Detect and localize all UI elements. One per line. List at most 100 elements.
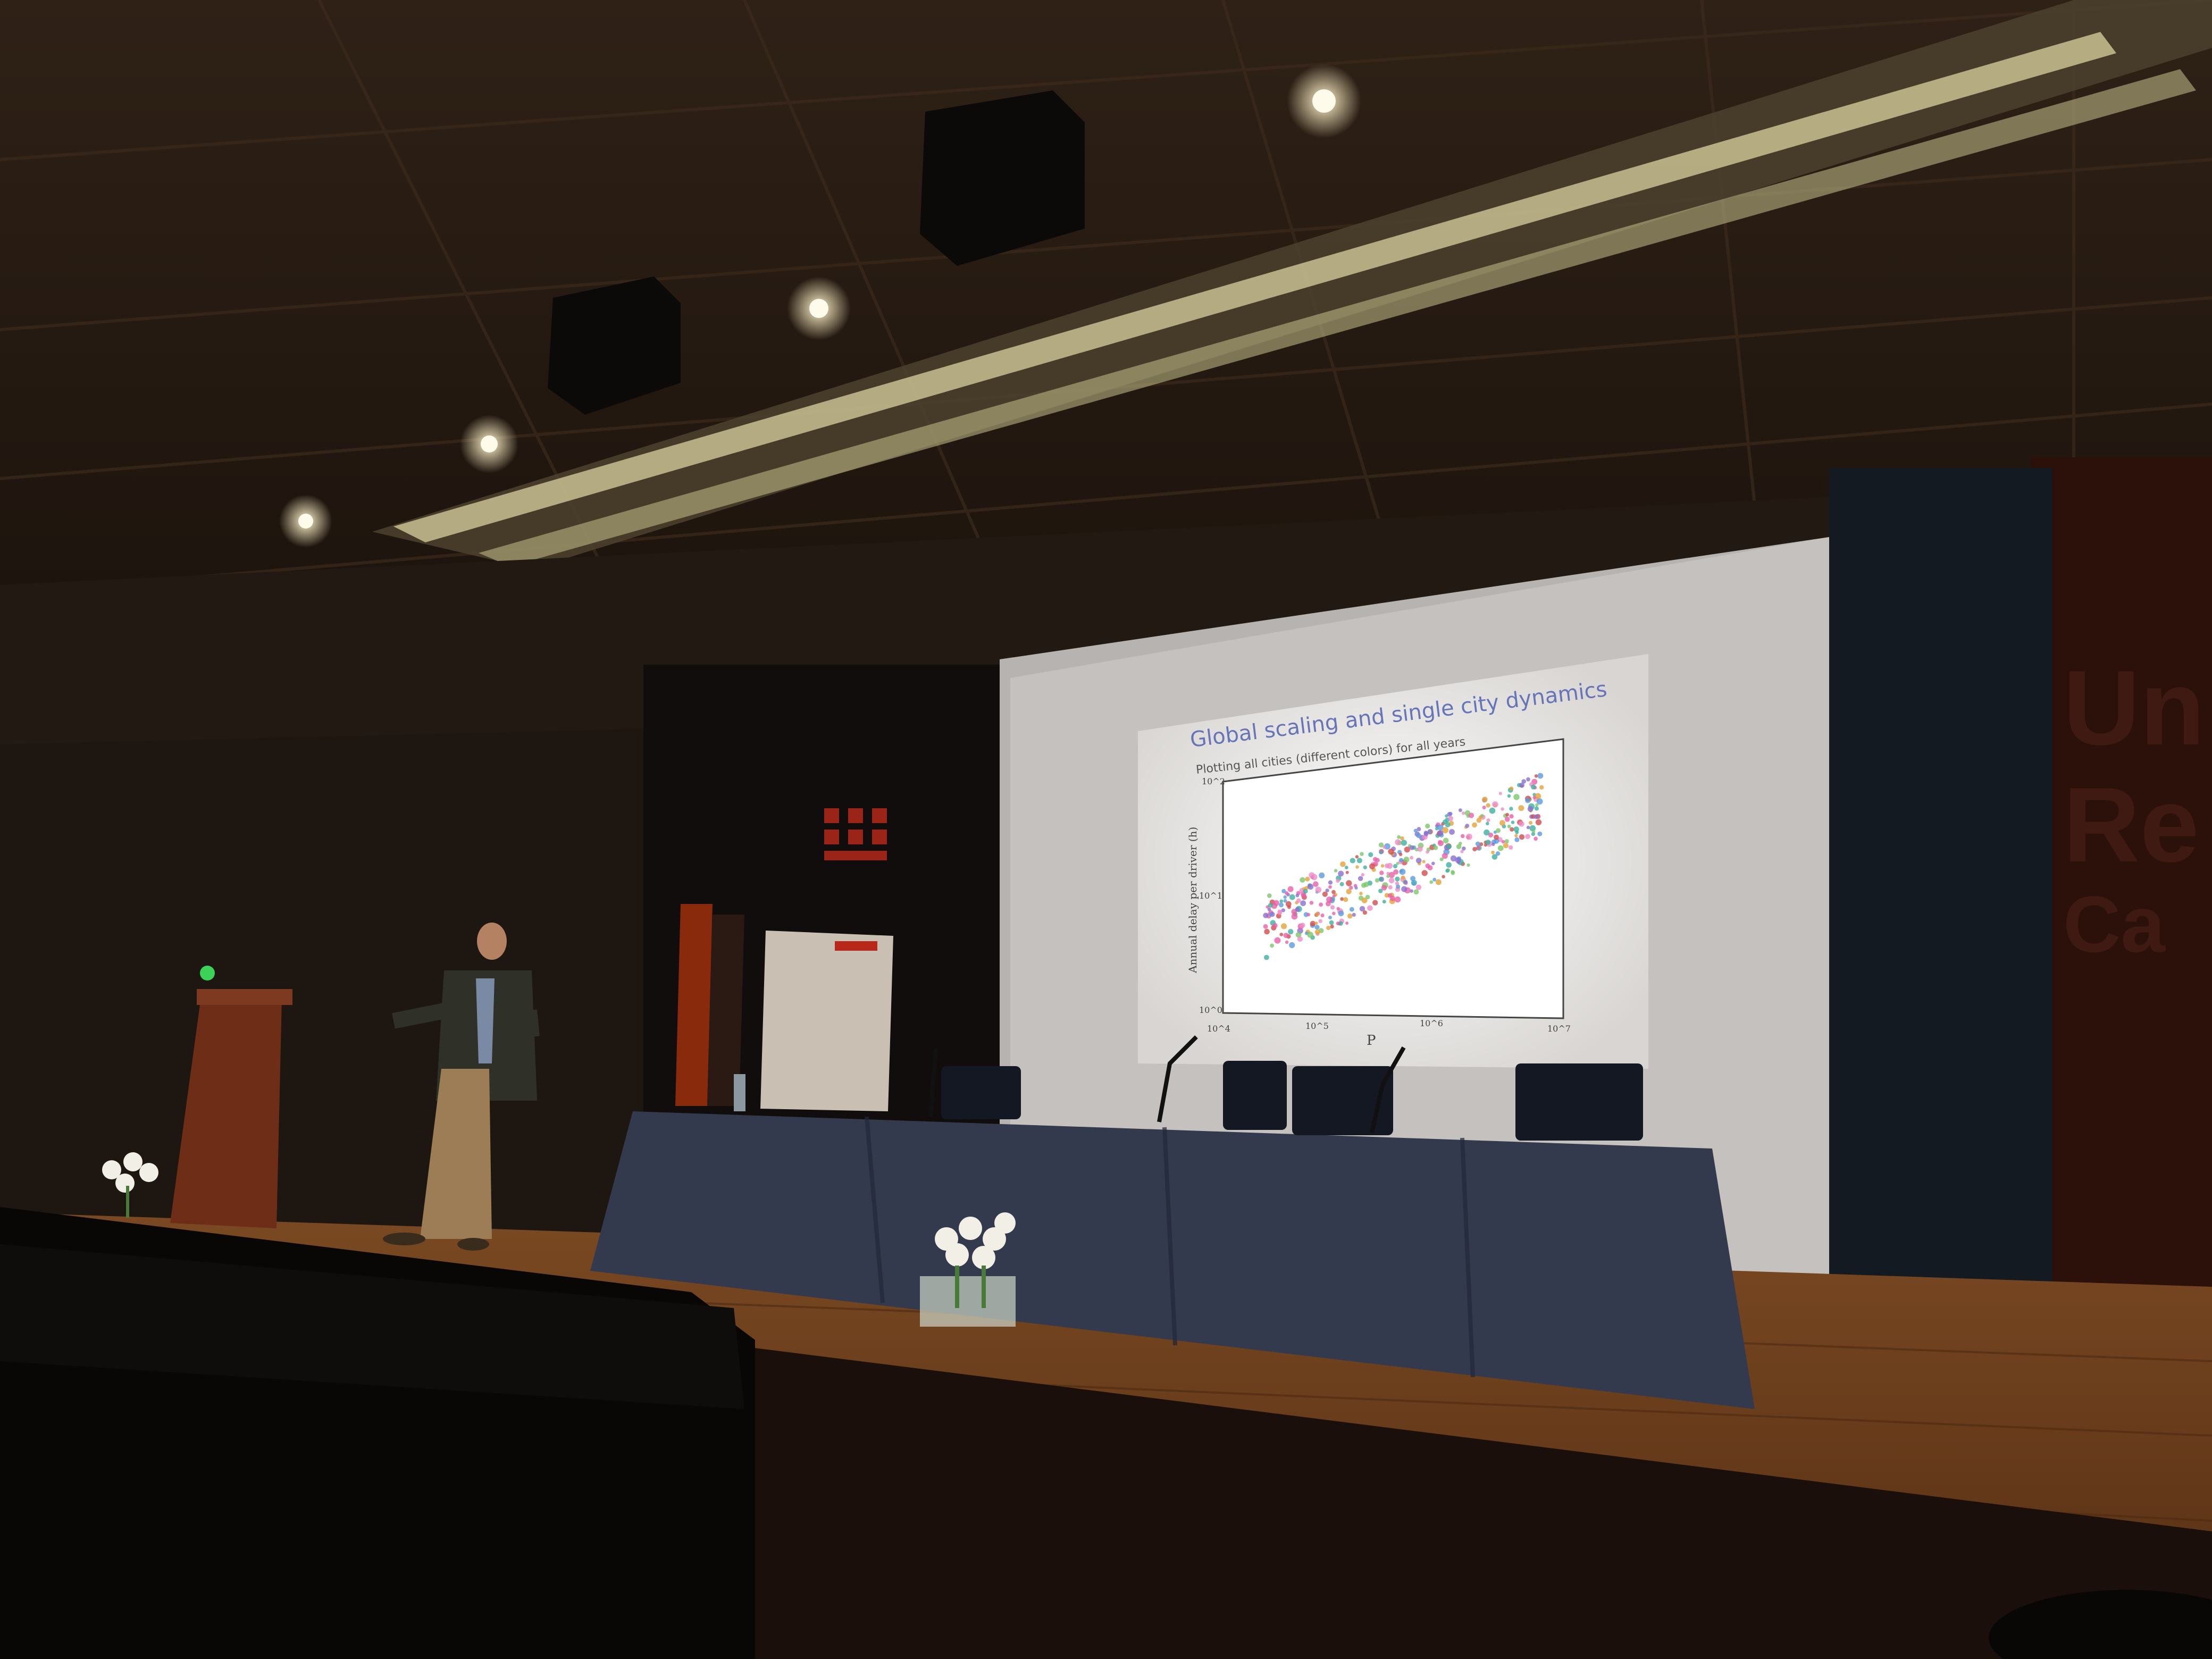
scatter-dot [1527, 806, 1534, 812]
scatter-dot [1446, 862, 1452, 868]
scatter-dot [1355, 865, 1359, 869]
plot-xtick-4: 10^7 [1547, 1024, 1571, 1034]
scatter-dot [1401, 875, 1405, 880]
scatter-dot [1344, 866, 1348, 869]
scatter-dot [1279, 933, 1284, 936]
scatter-dot [1322, 891, 1328, 897]
scatter-dot [1264, 928, 1270, 935]
scatter-dot [1514, 834, 1518, 837]
scatter-dot [1295, 893, 1300, 898]
scatter-dot [1427, 865, 1433, 870]
scatter-dot [1350, 858, 1355, 864]
scatter-dot [1315, 912, 1319, 917]
scatter-dot [1378, 842, 1384, 848]
scatter-dot [1300, 900, 1306, 907]
scatter-dot [1433, 845, 1438, 850]
flower-arrangement-small [102, 1152, 158, 1218]
wall-sign-line-1: Un [2063, 649, 2205, 767]
scatter-dot [1449, 829, 1455, 835]
plot-xlabel: P [1367, 1033, 1376, 1049]
scatter-dot [1504, 817, 1510, 822]
scatter-dot [1314, 921, 1318, 925]
scatter-dot [1442, 875, 1445, 878]
flower-arrangement [920, 1212, 1016, 1327]
scatter-dot [1379, 850, 1383, 854]
scatter-dot [1501, 807, 1504, 811]
scatter-dot [1461, 811, 1465, 815]
microphone [928, 1047, 938, 1117]
scatter-dot [1532, 795, 1536, 799]
water-bottle [734, 1074, 745, 1111]
scatter-dot [1442, 853, 1448, 859]
scatter-dot [1472, 822, 1477, 828]
scatter-dot [1336, 907, 1340, 911]
scatter-dot [1328, 880, 1333, 885]
scatter-dot [1334, 869, 1338, 873]
panel-chair [1223, 1061, 1287, 1130]
scatter-dot [1534, 774, 1538, 778]
scatter-dot [1492, 854, 1498, 860]
scatter-dot [1360, 852, 1364, 856]
scatter-dot [1505, 812, 1510, 817]
scatter-dot [1359, 892, 1363, 895]
scatter-dot [1300, 923, 1305, 928]
scatter-dot [1509, 807, 1513, 811]
plot-ylabel: Annual delay per driver (h) [1186, 827, 1199, 974]
podium-top [197, 989, 292, 1005]
scatter-dot [1263, 924, 1268, 929]
scatter-dot [1519, 821, 1524, 827]
scatter-dot [1435, 879, 1442, 885]
scatter-dot [1390, 895, 1395, 901]
scatter-dot [1388, 885, 1393, 890]
right-wall [2031, 457, 2212, 1414]
scatter-dot [1410, 856, 1414, 860]
scatter-dot [1519, 834, 1525, 840]
scatter-dot [1395, 881, 1400, 886]
scatter-dot [1336, 921, 1340, 925]
scatter-dot [1363, 865, 1367, 869]
scatter-dot [1362, 910, 1367, 915]
scatter-dot [1456, 844, 1462, 849]
scatter-dot [1343, 897, 1348, 902]
scatter-dot [1492, 801, 1498, 808]
scatter-dot [1325, 889, 1329, 893]
panel-chair [1292, 1066, 1393, 1135]
scatter-dot [1288, 929, 1294, 935]
plot-ytick-1: 10^0 [1199, 1005, 1222, 1015]
scatter-dot [1378, 889, 1383, 893]
scatter-dot [1355, 855, 1359, 859]
scatter-dot [1425, 823, 1430, 829]
scatter-dot [1306, 912, 1311, 917]
scatter-dot [1534, 814, 1539, 819]
plot-ytick-2: 10^1 [1199, 891, 1222, 901]
scatter-dot [1429, 880, 1434, 884]
scatter-dot [1468, 812, 1474, 818]
scatter-dot [1507, 794, 1511, 798]
scatter-dot [1482, 806, 1486, 810]
plot-xtick-2: 10^5 [1305, 1021, 1329, 1031]
scatter-dot [1303, 889, 1308, 894]
scatter-dot [1272, 923, 1278, 928]
scatter-dot [1328, 916, 1332, 919]
scatter-dot [1394, 896, 1401, 903]
scatter-dot [1513, 794, 1520, 800]
scatter-dot [1476, 817, 1482, 823]
scatter-dot [1435, 827, 1439, 831]
scatter-dot [1300, 877, 1305, 883]
scatter-dot [1285, 901, 1292, 907]
scatter-dot [1482, 797, 1488, 802]
scatter-dot [1509, 845, 1513, 850]
scatter-dot [1267, 907, 1271, 911]
scatter-dot [1465, 824, 1470, 828]
scatter-dot [1503, 843, 1509, 849]
scatter-dot [1399, 858, 1404, 862]
scatter-dot [1393, 864, 1398, 869]
scatter-dot [1279, 902, 1284, 908]
scatter-dot [1462, 847, 1466, 851]
scatter-dot [1413, 828, 1418, 833]
scatter-dot [1339, 882, 1344, 886]
scatter-dot [1492, 842, 1495, 846]
scatter-dot [1267, 893, 1272, 898]
scatter-dot [1537, 831, 1543, 836]
scatter-dot [1318, 919, 1322, 923]
